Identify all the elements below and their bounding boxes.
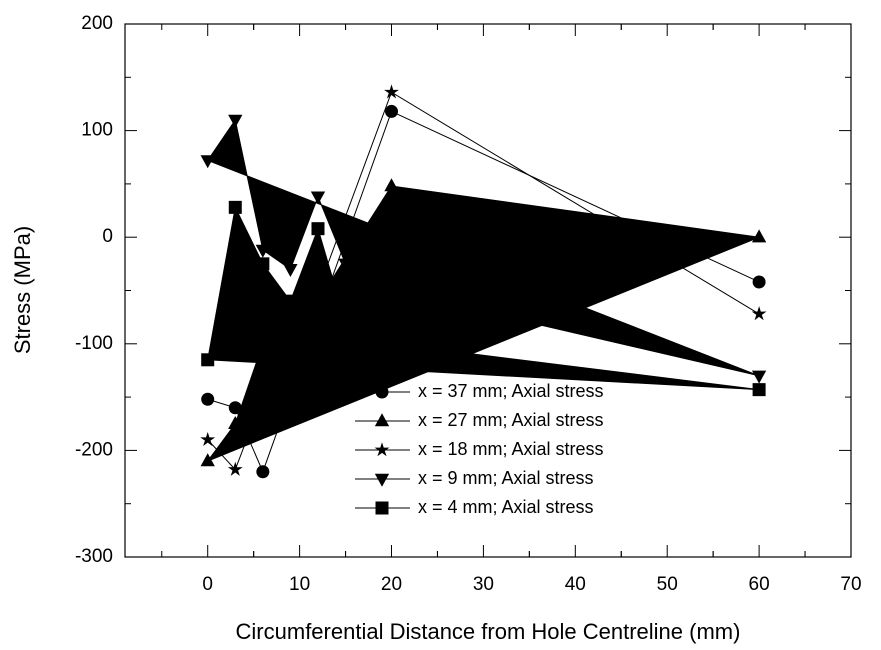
y-tick-label: -200 xyxy=(75,439,113,460)
marker xyxy=(385,337,399,351)
legend-label: x = 18 mm; Axial stress xyxy=(418,439,604,459)
legend-marker xyxy=(375,501,389,515)
legend-marker xyxy=(374,442,390,457)
marker xyxy=(385,104,399,118)
x-tick-label: 50 xyxy=(657,574,678,595)
y-tick-label: 200 xyxy=(81,13,113,34)
marker xyxy=(338,258,353,272)
marker xyxy=(384,285,399,299)
x-tick-label: 40 xyxy=(565,574,586,595)
x-tick-label: 60 xyxy=(749,574,770,595)
marker xyxy=(201,392,215,406)
marker xyxy=(752,383,766,397)
marker xyxy=(227,461,243,476)
marker xyxy=(384,178,399,192)
marker xyxy=(200,431,216,447)
marker xyxy=(228,401,242,415)
marker xyxy=(255,389,271,404)
marker xyxy=(201,353,215,367)
y-tick-label: 0 xyxy=(102,226,113,247)
x-tick-label: 10 xyxy=(289,574,310,595)
legend-marker xyxy=(374,413,390,427)
legend-marker xyxy=(374,473,390,487)
marker xyxy=(751,370,767,384)
marker xyxy=(200,453,215,467)
marker xyxy=(384,84,399,99)
y-tick-label: -300 xyxy=(75,546,113,567)
marker xyxy=(228,114,243,128)
legend-label: x = 27 mm; Axial stress xyxy=(418,410,604,430)
x-tick-label: 20 xyxy=(381,574,402,595)
marker xyxy=(751,306,767,321)
legend-marker xyxy=(375,385,389,399)
x-tick-label: 70 xyxy=(840,574,861,595)
marker xyxy=(283,263,298,277)
marker xyxy=(751,229,767,243)
marker xyxy=(339,315,353,329)
marker xyxy=(200,155,215,169)
marker xyxy=(228,200,242,214)
marker xyxy=(256,465,270,479)
x-axis-title: Circumferential Distance from Hole Centr… xyxy=(236,619,741,644)
marker xyxy=(255,244,270,258)
legend-label: x = 37 mm; Axial stress xyxy=(418,381,604,401)
legend-label: x = 4 mm; Axial stress xyxy=(418,497,594,517)
marker xyxy=(228,415,243,429)
y-axis-title: Stress (MPa) xyxy=(10,226,35,354)
marker xyxy=(310,191,326,205)
y-tick-label: 100 xyxy=(81,120,113,141)
marker xyxy=(256,257,270,271)
marker xyxy=(752,275,766,289)
y-tick-label: -100 xyxy=(75,333,113,354)
marker xyxy=(283,294,297,308)
x-tick-label: 30 xyxy=(473,574,494,595)
x-tick-label: 0 xyxy=(202,574,213,595)
legend-label: x = 9 mm; Axial stress xyxy=(418,468,594,488)
marker xyxy=(311,222,325,236)
